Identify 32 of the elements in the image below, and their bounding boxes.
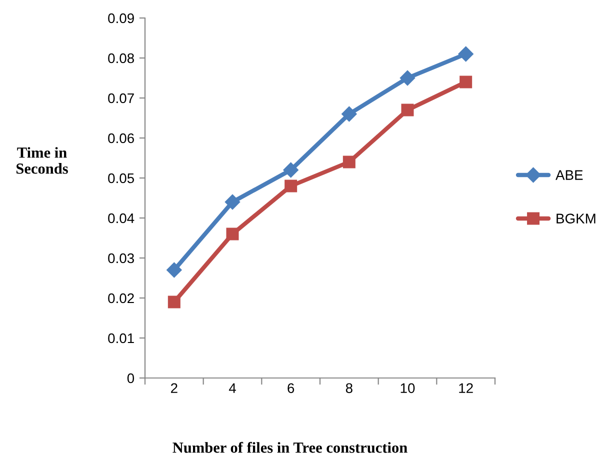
y-tick-label: 0.02 — [108, 293, 134, 304]
y-tick-label: 0.09 — [108, 13, 134, 24]
x-tick-label: 6 — [288, 383, 294, 394]
x-tick-label: 2 — [171, 383, 178, 393]
y-tick-label: 0.04 — [108, 213, 134, 224]
point — [342, 156, 356, 168]
point — [226, 228, 239, 240]
x-axis-title: Number of files in Tree construction — [172, 442, 408, 453]
point — [283, 162, 298, 178]
legend-label: BGKM — [556, 214, 596, 224]
point — [458, 46, 474, 62]
legend-label: ABE — [556, 170, 583, 180]
y-tick-label: 0.01 — [108, 333, 134, 344]
x-tick-label: 12 — [459, 383, 473, 393]
y-tick-label: 0 — [127, 373, 134, 384]
y-tick-label: 0.07 — [108, 93, 134, 104]
point — [401, 104, 414, 116]
point — [166, 262, 182, 278]
x-tick-label: 4 — [228, 383, 236, 393]
point — [342, 106, 357, 122]
x-tick-label: 10 — [400, 383, 415, 394]
point — [400, 70, 416, 86]
y-tick-label: 0.05 — [108, 173, 134, 184]
point — [284, 180, 298, 192]
point — [460, 76, 472, 88]
y-tick-label: 0.08 — [108, 53, 134, 64]
y-tick-label: 0.03 — [108, 253, 134, 264]
x-tick-label: 8 — [346, 383, 352, 394]
point — [224, 194, 240, 210]
y-axis-title: Time in Seconds — [16, 147, 68, 174]
y-tick-label: 0.06 — [108, 133, 134, 144]
point — [168, 296, 180, 308]
